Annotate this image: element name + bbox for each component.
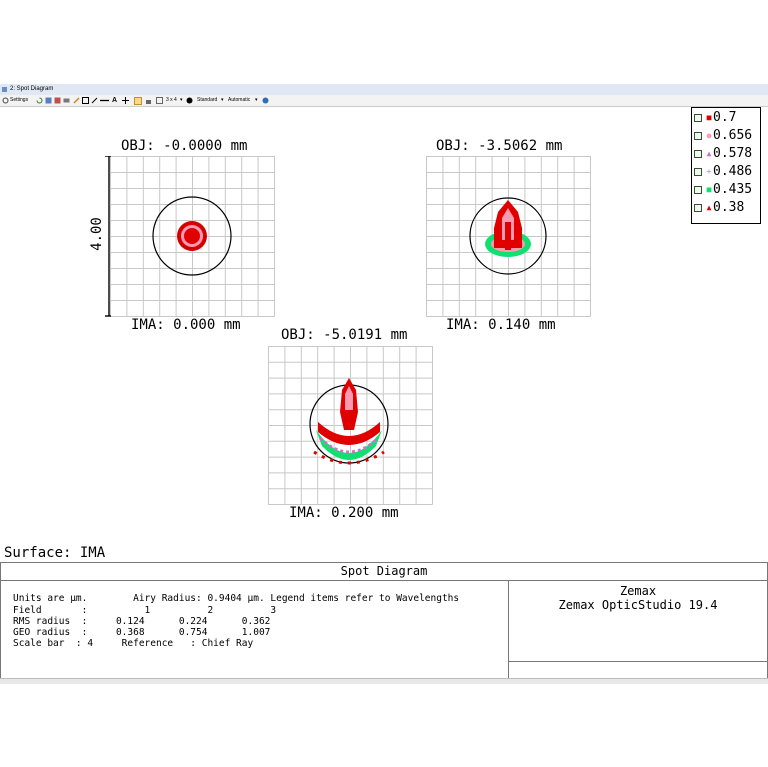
arrow-icon[interactable] — [91, 97, 98, 104]
circle-marker-icon: ● — [706, 131, 712, 140]
product-name: Zemax OpticStudio 19.4 — [558, 598, 718, 612]
wavelength-legend: ■ 0.7 ● 0.656 ▲ 0.578 +0.486 ■ 0.435 ▲ 0.38 — [691, 107, 761, 224]
line-icon[interactable] — [100, 97, 109, 104]
plot2-ima-label: IMA: 0.140 mm — [446, 317, 556, 333]
print-icon[interactable] — [63, 97, 70, 104]
refresh-icon[interactable] — [36, 97, 43, 104]
legend-item: ■ 0.435 — [694, 181, 752, 198]
legend-label: 0.578 — [713, 146, 753, 161]
chevron-down-icon[interactable]: ▾ — [180, 97, 183, 103]
legend-swatch-icon — [694, 185, 702, 194]
legend-swatch-icon — [694, 203, 702, 212]
spot-pattern — [177, 221, 207, 251]
layout-dropdown[interactable]: 3 x 4 — [166, 97, 177, 103]
zoom-icon[interactable] — [122, 97, 129, 104]
legend-item: ■ 0.7 — [694, 109, 736, 126]
info-line: GEO radius : 0.368 0.754 1.007 — [13, 627, 271, 638]
legend-swatch-icon — [694, 113, 702, 122]
legend-label: 0.486 — [713, 164, 753, 179]
chevron-down-icon[interactable]: ▾ — [221, 97, 224, 103]
scale-dropdown[interactable]: Automatic — [228, 97, 251, 103]
info-line: RMS radius : 0.124 0.224 0.362 — [13, 616, 271, 627]
legend-item: +0.486 — [694, 163, 752, 180]
select-icon[interactable] — [134, 97, 142, 105]
info-line: Scale bar : 4 Reference : Chief Ray — [13, 638, 254, 649]
plot1-obj-label: OBJ: -0.0000 mm — [121, 138, 248, 154]
company-name: Zemax — [619, 584, 657, 598]
plot1-ima-label: IMA: 0.000 mm — [131, 317, 241, 333]
info-line: Units are µm. Airy Radius: 0.9404 µm. Le… — [13, 593, 460, 604]
legend-item: ▲ 0.578 — [694, 145, 752, 162]
airy-circle — [152, 196, 232, 276]
lock-icon[interactable] — [145, 97, 152, 104]
airy-circle — [469, 197, 547, 275]
legend-swatch-icon — [694, 167, 702, 176]
chevron-down-icon[interactable]: ▾ — [255, 97, 258, 103]
spot-plot-field-2 — [426, 156, 591, 317]
window-titlebar: 2: Spot Diagram — [0, 84, 768, 95]
triangle-marker-icon: ▲ — [706, 203, 712, 212]
legend-item: ▲ 0.38 — [694, 199, 744, 216]
window-icon — [2, 87, 7, 92]
spot-pattern — [313, 378, 385, 465]
help-icon[interactable] — [262, 97, 269, 104]
settings-button[interactable]: Settings — [10, 97, 29, 103]
square-marker-icon: ■ — [706, 113, 712, 122]
info-stats: Units are µm. Airy Radius: 0.9404 µm. Le… — [1, 581, 509, 679]
legend-label: 0.7 — [713, 110, 737, 125]
surface-label: Surface: IMA — [4, 545, 106, 561]
copy-icon[interactable] — [54, 97, 61, 104]
info-company: Zemax Zemax OpticStudio 19.4 — [509, 581, 767, 662]
save-icon[interactable] — [45, 97, 52, 104]
text-icon[interactable]: A — [112, 97, 118, 104]
status-bar — [0, 678, 768, 684]
info-line: Field : 1 2 3 — [13, 605, 277, 616]
legend-item: ● 0.656 — [694, 127, 752, 144]
pencil-icon[interactable] — [73, 97, 80, 104]
rectangle-icon[interactable] — [82, 97, 89, 104]
info-header: Spot Diagram — [1, 563, 767, 581]
scale-bar-label: 4.00 — [88, 217, 105, 251]
legend-swatch-icon — [694, 149, 702, 158]
layout-icon[interactable] — [156, 97, 163, 104]
plot3-obj-label: OBJ: -5.0191 mm — [281, 327, 408, 343]
spot-plot-field-3 — [268, 346, 433, 505]
window-title: 2: Spot Diagram — [10, 86, 54, 92]
legend-swatch-icon — [694, 131, 702, 140]
square-marker-icon: ■ — [706, 185, 712, 194]
legend-label: 0.435 — [713, 182, 753, 197]
toolbar: Settings A 3 x 4 ▾ Standard ▾ Automatic … — [0, 95, 768, 107]
plot3-ima-label: IMA: 0.200 mm — [289, 505, 399, 521]
spot-pattern — [485, 200, 531, 257]
mode-dropdown[interactable]: Standard — [197, 97, 218, 103]
plot2-obj-label: OBJ: -3.5062 mm — [436, 138, 563, 154]
legend-label: 0.656 — [713, 128, 753, 143]
plus-marker-icon: + — [706, 167, 712, 176]
clock-icon[interactable] — [186, 97, 193, 104]
spot-plot-field-1 — [110, 156, 275, 317]
info-table: Spot Diagram Units are µm. Airy Radius: … — [0, 562, 768, 680]
scale-bar — [105, 156, 111, 317]
triangle-marker-icon: ▲ — [706, 149, 712, 158]
settings-icon[interactable] — [2, 97, 9, 104]
legend-label: 0.38 — [713, 200, 745, 215]
